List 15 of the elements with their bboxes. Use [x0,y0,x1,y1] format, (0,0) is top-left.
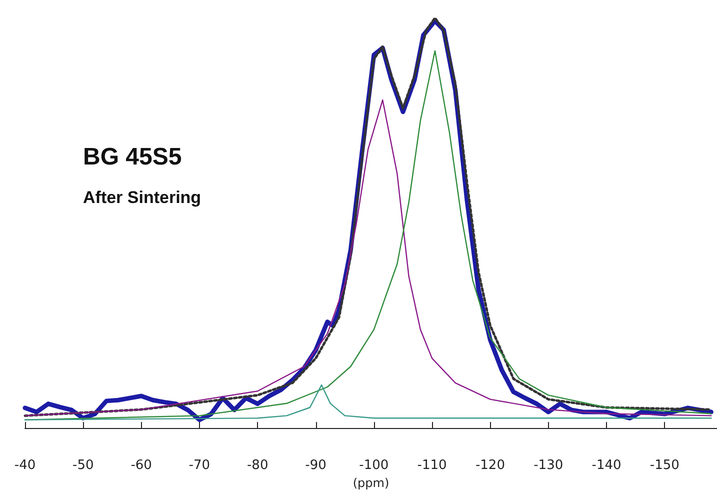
x-tick-label: -80 [246,458,268,473]
x-tick-label: -100 [359,458,389,473]
x-tick-label: -90 [305,458,326,473]
x-tick-label: -60 [130,458,152,473]
x-tick-label: -70 [188,458,210,473]
x-tick-label: -140 [592,458,622,473]
x-axis-title: (ppm) [352,476,390,490]
x-tick-label: -50 [72,458,94,473]
text: BG 45S5 [83,144,182,170]
text: After Sintering [83,188,202,207]
x-tick-label: -40 [14,458,36,473]
x-tick-label: -120 [475,458,505,473]
x-tick-label: -150 [650,458,680,473]
x-tick-label: -110 [417,458,447,473]
x-tick-label: -130 [534,458,564,473]
